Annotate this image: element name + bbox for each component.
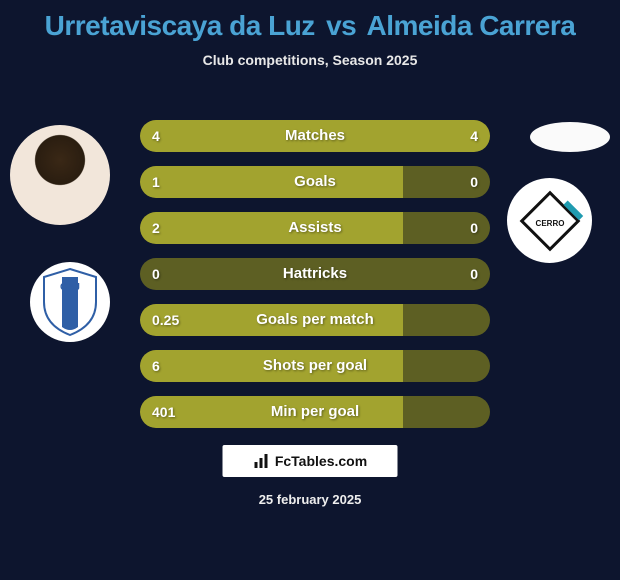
stat-value-right: 0 bbox=[470, 258, 478, 290]
team-left-text: CAJ bbox=[60, 282, 80, 293]
title-right: Almeida Carrera bbox=[366, 10, 575, 41]
stat-value-left: 401 bbox=[152, 396, 175, 428]
stat-label: Goals per match bbox=[140, 304, 490, 336]
brand-badge: FcTables.com bbox=[223, 445, 398, 477]
stat-value-left: 4 bbox=[152, 120, 160, 152]
stat-value-left: 2 bbox=[152, 212, 160, 244]
stat-label: Goals bbox=[140, 166, 490, 198]
title-left: Urretaviscaya da Luz bbox=[45, 10, 315, 41]
stat-value-right: 0 bbox=[470, 212, 478, 244]
stat-value-right: 4 bbox=[470, 120, 478, 152]
stat-value-left: 0.25 bbox=[152, 304, 179, 336]
stat-label: Shots per goal bbox=[140, 350, 490, 382]
footer-date: 25 february 2025 bbox=[0, 492, 620, 507]
stat-label: Hattricks bbox=[140, 258, 490, 290]
title-vs: vs bbox=[326, 10, 356, 41]
diamond-icon: CERRO bbox=[515, 186, 585, 256]
team-right-text: CERRO bbox=[535, 219, 564, 228]
stat-value-right: 0 bbox=[470, 166, 478, 198]
player-left-avatar bbox=[10, 125, 110, 225]
stat-label: Assists bbox=[140, 212, 490, 244]
comparison-card: Urretaviscaya da Luz vs Almeida Carrera … bbox=[0, 0, 620, 580]
stat-row: Goals1 0 bbox=[140, 166, 490, 198]
subtitle: Club competitions, Season 2025 bbox=[0, 52, 620, 68]
stat-label: Matches bbox=[140, 120, 490, 152]
stat-row: Goals per match0.25 bbox=[140, 304, 490, 336]
brand-text: FcTables.com bbox=[275, 453, 367, 469]
stat-label: Min per goal bbox=[140, 396, 490, 428]
stat-row: Min per goal401 bbox=[140, 396, 490, 428]
stat-row: Hattricks0 0 bbox=[140, 258, 490, 290]
stat-value-left: 1 bbox=[152, 166, 160, 198]
page-title: Urretaviscaya da Luz vs Almeida Carrera bbox=[0, 10, 620, 42]
stat-row: Assists2 0 bbox=[140, 212, 490, 244]
stat-row: Shots per goal6 bbox=[140, 350, 490, 382]
team-left-logo: CAJ bbox=[30, 262, 110, 342]
stat-value-left: 6 bbox=[152, 350, 160, 382]
chart-icon bbox=[253, 452, 271, 470]
stat-row: Matches4 4 bbox=[140, 120, 490, 152]
stat-value-left: 0 bbox=[152, 258, 160, 290]
team-right-logo: CERRO bbox=[507, 178, 592, 263]
stats-bars: Matches44Goals10Assists20Hattricks00Goal… bbox=[140, 120, 490, 442]
player-right-avatar bbox=[530, 122, 610, 152]
player-face-placeholder bbox=[10, 125, 110, 225]
shield-icon: CAJ bbox=[40, 267, 100, 337]
